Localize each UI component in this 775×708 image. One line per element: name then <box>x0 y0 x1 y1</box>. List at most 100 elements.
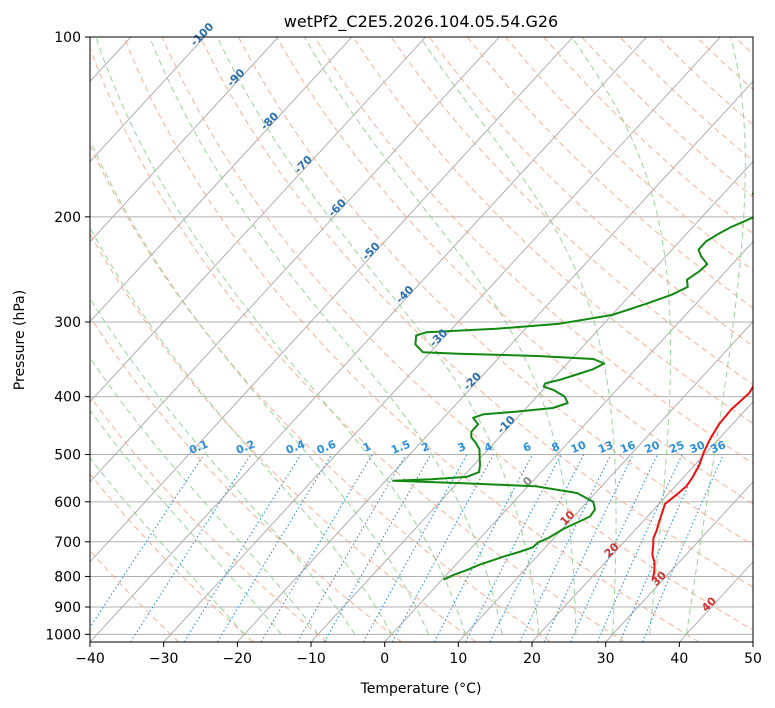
isotherm-line <box>678 561 753 642</box>
mixing-ratio-line <box>596 454 683 642</box>
mixing-ratio-label: 6 <box>521 440 533 455</box>
dry-adiabat-line <box>199 37 753 588</box>
y-tick-label: 300 <box>54 315 81 331</box>
dry-adiabat-line <box>90 395 328 642</box>
isotherm-line <box>90 37 500 483</box>
isotherm-line <box>384 241 753 642</box>
dry-adiabat-line <box>734 37 753 55</box>
isotherm-label: -70 <box>292 153 315 176</box>
x-axis-label: Temperature (°C) <box>360 681 482 697</box>
mixing-ratio-line <box>391 454 495 642</box>
sounding-series <box>392 192 753 581</box>
mixing-ratio-label: 36 <box>709 438 728 456</box>
moist-adiabat-line <box>90 139 430 635</box>
dry-adiabat-line <box>695 37 753 90</box>
mixing-ratio-label: 16 <box>618 438 637 456</box>
isotherm-line <box>90 37 574 563</box>
mixing-ratio-label: 30 <box>688 438 707 456</box>
dry-adiabat-line <box>90 549 180 642</box>
mixing-ratio-line <box>130 454 252 642</box>
isotherm-line <box>752 641 753 642</box>
mixing-ratio-label: 13 <box>596 438 615 456</box>
isotherm-line <box>90 37 205 163</box>
dry-adiabat-line <box>237 37 753 546</box>
mixing-ratio-line <box>464 454 562 642</box>
isotherm-label: -100 <box>188 20 217 49</box>
y-tick-label: 400 <box>54 390 81 406</box>
isotherm-line <box>236 80 753 642</box>
moist-adiabat-line <box>685 37 746 635</box>
mixing-ratio-label: 20 <box>643 438 662 456</box>
x-tick-label: −20 <box>223 651 253 667</box>
isotherm-line <box>457 321 753 642</box>
isotherm-label: -30 <box>427 326 450 349</box>
moist-adiabat-line <box>216 37 540 635</box>
dry-adiabat-line <box>276 37 753 505</box>
moist-adiabat-line <box>419 37 617 635</box>
moist-adiabat-line <box>90 409 282 635</box>
isotherm-label: 10 <box>558 508 578 528</box>
isotherm-label: 20 <box>602 540 622 560</box>
dry-adiabat-line <box>90 232 477 642</box>
mixing-ratio-line <box>569 454 658 642</box>
dry-adiabat-line <box>314 37 753 465</box>
x-tick-label: 10 <box>449 651 467 667</box>
x-tick-label: 20 <box>523 651 541 667</box>
isotherm-line <box>90 37 279 243</box>
dry-adiabat-line <box>90 473 254 642</box>
moist-adiabat-line <box>95 37 466 635</box>
mixing-ratio-line <box>260 454 373 642</box>
mixing-ratio-line <box>323 454 432 642</box>
x-tick-label: 0 <box>380 651 389 667</box>
isotherm-line <box>90 37 647 642</box>
reference-lines <box>90 37 753 642</box>
mixing-ratio-line <box>297 454 407 642</box>
y-tick-label: 200 <box>54 210 81 226</box>
isotherm-line <box>531 401 753 642</box>
isotherm-label: 40 <box>699 594 719 614</box>
y-tick-label: 800 <box>54 569 81 585</box>
isotherm-line <box>90 37 426 403</box>
dry-adiabat-line <box>390 37 753 386</box>
moist-adiabat-line <box>90 297 356 635</box>
x-axis: −40 −30 −20 −10 0 10 20 30 40 50 <box>75 642 762 667</box>
temperature-line <box>651 384 753 580</box>
plot-frame <box>89 36 754 643</box>
mixing-ratio-label: 10 <box>569 438 588 456</box>
x-tick-label: 30 <box>597 651 615 667</box>
isotherm-label: -40 <box>393 283 416 306</box>
x-tick-label: 50 <box>744 651 762 667</box>
isotherm-line <box>605 481 753 642</box>
y-axis: 100 200 300 400 500 600 700 800 900 1000 <box>45 30 90 643</box>
isotherm-label: -10 <box>495 413 518 436</box>
mixing-ratio-label: 3 <box>456 440 468 455</box>
dry-adiabat-line <box>466 37 753 309</box>
y-tick-label: 700 <box>54 535 81 551</box>
y-tick-label: 600 <box>54 495 81 511</box>
dry-adiabat-line <box>352 37 753 425</box>
y-axis-label: Pressure (hPa) <box>12 290 28 390</box>
isotherm-label: -90 <box>224 66 247 89</box>
reference-labels: 0.1 0.2 0.4 0.6 1 1.5 2 3 4 6 8 10 13 16 20 25 30 36-100-… <box>187 20 728 615</box>
dry-adiabat-line <box>123 37 700 642</box>
mixing-ratio-line <box>543 454 634 642</box>
moist-adiabat-line <box>571 37 671 635</box>
y-tick-label: 100 <box>54 30 81 46</box>
y-tick-label: 900 <box>54 600 81 616</box>
dry-adiabat-line <box>619 37 753 162</box>
x-tick-label: −30 <box>149 651 179 667</box>
dry-adiabat-line <box>90 144 551 642</box>
mixing-ratio-line <box>519 454 612 642</box>
isotherm-label: -80 <box>258 109 281 132</box>
isotherm-line <box>0 37 57 642</box>
y-tick-label: 1000 <box>45 627 81 643</box>
mixing-ratio-label: 2 <box>420 440 432 455</box>
moist-adiabat-line <box>90 356 319 635</box>
dewpoint-line <box>392 192 753 581</box>
dry-adiabat-line <box>543 37 753 235</box>
mixing-ratio-line <box>642 454 724 642</box>
grid <box>0 37 753 642</box>
mixing-ratio-line <box>90 454 205 629</box>
dry-adiabat-line <box>657 37 753 126</box>
